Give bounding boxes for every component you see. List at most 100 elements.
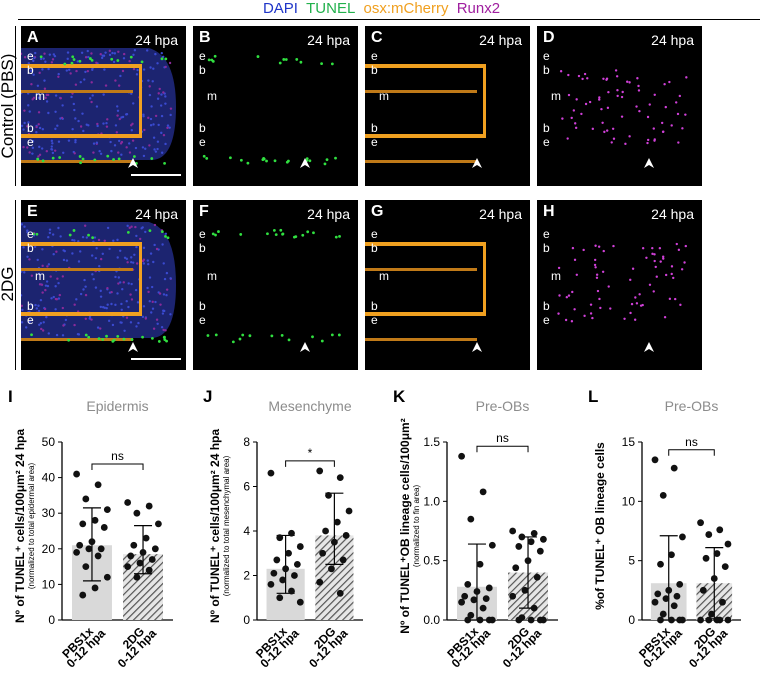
nucleus-dot (150, 105, 153, 108)
nucleus-dot (64, 318, 68, 322)
nucleus-dot (30, 303, 34, 307)
tunel-dot (294, 235, 298, 239)
runx2-dot (616, 94, 619, 98)
nucleus-dot (86, 69, 90, 73)
nucleus-dot (79, 292, 83, 296)
tunel-dot (284, 58, 288, 61)
nucleus-dot (130, 298, 134, 301)
panel-timepoint: 24 hpa (307, 32, 350, 48)
nucleus-dot (154, 150, 158, 153)
nucleus-dot (101, 252, 104, 255)
runx2-dot (651, 246, 654, 250)
tunel-dot (112, 158, 115, 161)
runx2-dot (567, 73, 570, 77)
nucleus-dot (94, 256, 98, 260)
runx2-dot (573, 308, 576, 311)
data-point (148, 556, 156, 563)
nucleus-dot (82, 288, 85, 291)
nucleus-dot (119, 321, 122, 324)
nucleus-dot (70, 95, 73, 99)
tissue-label: b (543, 63, 550, 77)
data-point (524, 557, 532, 565)
nucleus-dot (53, 149, 57, 152)
nucleus-dot (127, 305, 130, 309)
nucleus-dot (136, 68, 139, 72)
data-point (670, 602, 678, 610)
bone-ray-signal (21, 338, 133, 341)
data-point (539, 535, 547, 543)
row-label-control: Control (PBS) (0, 53, 17, 159)
data-point (97, 545, 105, 553)
tunel-dot (207, 58, 211, 62)
tunel-dot (67, 338, 71, 342)
nucleus-dot (160, 114, 164, 118)
data-point (724, 616, 732, 624)
chart-panel-letter: I (8, 387, 13, 406)
nucleus-dot (21, 294, 23, 297)
y-tick-label: 0 (243, 613, 250, 627)
tunel-dot (214, 333, 218, 337)
runx2-dot (684, 244, 687, 248)
panel-timepoint: 24 hpa (479, 32, 522, 48)
nucleus-dot (141, 146, 145, 149)
data-point (339, 556, 347, 564)
nucleus-dot (99, 327, 102, 330)
nucleus-dot (124, 113, 128, 116)
nucleus-dot (143, 128, 146, 132)
tissue-label: e (371, 313, 378, 327)
nucleus-dot (57, 281, 60, 285)
runx2-dot (564, 318, 568, 322)
nucleus-dot (121, 288, 124, 291)
nucleus-dot (99, 53, 102, 56)
y-tick-label: 8 (243, 435, 250, 449)
runx2-dot (572, 109, 576, 112)
nucleus-dot (142, 68, 146, 71)
runx2-dot (661, 130, 665, 134)
panel-letter: H (543, 203, 555, 220)
runx2-dot (593, 258, 597, 262)
nucleus-dot (125, 257, 128, 261)
nucleus-dot (21, 124, 24, 128)
tunel-dot (295, 58, 299, 61)
runx2-dot (589, 303, 593, 306)
data-point (151, 545, 159, 553)
tunel-dot (79, 161, 82, 165)
scale-bar (131, 174, 181, 176)
runx2-dot (668, 297, 672, 301)
tunel-dot (68, 233, 72, 237)
tissue-label: b (543, 299, 550, 313)
runx2-dot (607, 285, 610, 288)
tissue-label: b (371, 63, 378, 77)
nucleus-dot (132, 102, 135, 105)
nucleus-dot (99, 305, 103, 309)
tunel-dot (213, 54, 217, 58)
tunel-dot (105, 334, 108, 338)
nucleus-dot (154, 300, 157, 304)
nucleus-dot (110, 302, 113, 306)
bone-ray-signal (21, 160, 133, 163)
nucleus-dot (135, 245, 138, 249)
nucleus-dot (122, 52, 126, 56)
tunel-dot (116, 59, 120, 62)
runx2-dot (583, 314, 586, 318)
data-point (336, 589, 344, 597)
tissue-label: m (207, 89, 217, 103)
data-point (670, 464, 678, 472)
nucleus-dot (54, 297, 58, 301)
data-point (85, 545, 93, 553)
nucleus-dot (118, 249, 122, 252)
tunel-dot (157, 340, 161, 343)
runx2-dot (672, 276, 675, 280)
tunel-dot (71, 55, 75, 59)
data-point (282, 565, 290, 573)
nucleus-dot (41, 329, 45, 332)
data-point (697, 616, 704, 624)
runx2-dot (630, 302, 634, 306)
chart-title: Epidermis (86, 398, 148, 414)
nucleus-dot (111, 323, 115, 327)
data-point (476, 560, 484, 568)
data-point (82, 563, 90, 570)
nucleus-dot (135, 234, 138, 238)
nucleus-dot (148, 276, 152, 279)
runx2-dot (646, 115, 650, 119)
